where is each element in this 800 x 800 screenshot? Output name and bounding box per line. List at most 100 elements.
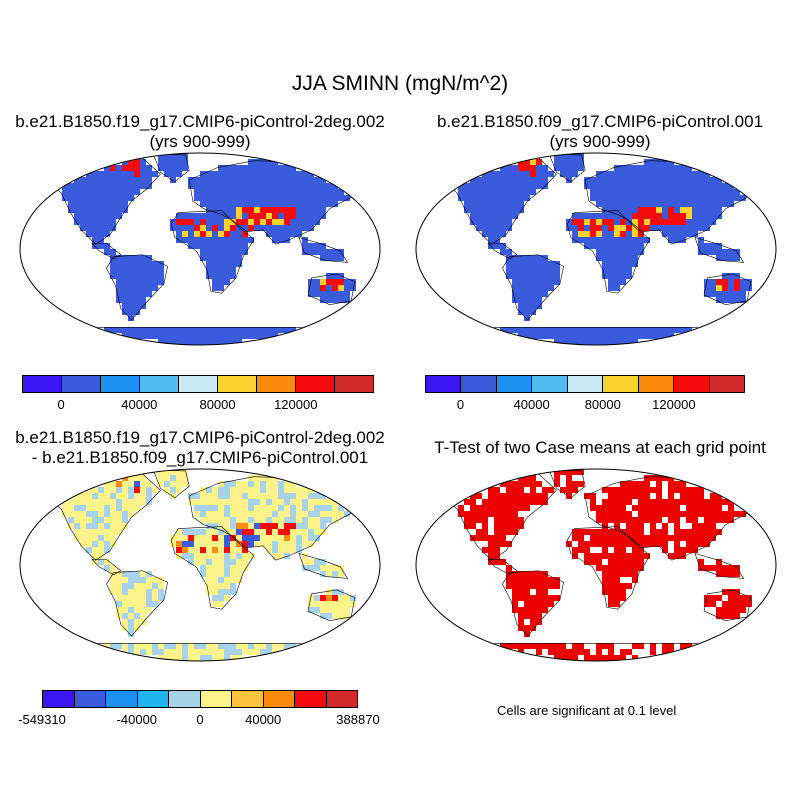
map-cell <box>122 201 128 207</box>
map-cell <box>92 183 98 189</box>
map-cell <box>734 279 740 285</box>
map-cell <box>596 649 602 655</box>
map-cell <box>734 595 740 601</box>
map-cell <box>104 529 110 535</box>
map-cell <box>518 523 524 529</box>
map-cell <box>500 243 506 249</box>
map-cell <box>608 511 614 517</box>
map-cell <box>182 237 188 243</box>
map-cell <box>578 481 584 487</box>
map-cell <box>470 213 476 219</box>
map-cell <box>218 219 224 225</box>
map-cell <box>614 177 620 183</box>
map-cell <box>146 649 152 655</box>
map-cell <box>230 255 236 261</box>
map-cell <box>284 523 290 529</box>
map-cell <box>302 183 308 189</box>
map-cell <box>620 487 626 493</box>
colorbar-swatch <box>263 691 295 707</box>
map-cell <box>128 499 134 505</box>
map-cell <box>620 571 626 577</box>
map-cell <box>116 285 122 291</box>
map-cell <box>632 529 638 535</box>
map-cell <box>728 511 734 517</box>
map-cell <box>614 523 620 529</box>
map-cell <box>104 201 110 207</box>
map-cell <box>242 249 248 255</box>
map-cell <box>638 213 644 219</box>
map-cell <box>230 261 236 267</box>
map-cell <box>626 571 632 577</box>
map-cell <box>314 499 320 505</box>
map-cell <box>200 559 206 565</box>
map-cell <box>476 511 482 517</box>
map-cell <box>518 577 524 583</box>
map-cell <box>680 535 686 541</box>
map-cell <box>722 613 728 619</box>
map-cell <box>662 189 668 195</box>
map-cell <box>536 333 542 339</box>
map-cell <box>272 189 278 195</box>
map-cell <box>314 201 320 207</box>
map-cell <box>182 547 188 553</box>
map-cell <box>704 213 710 219</box>
map-cell <box>698 171 704 177</box>
map-cell <box>326 595 332 601</box>
map-cell <box>122 183 128 189</box>
map-cell <box>578 213 584 219</box>
map-cell <box>134 177 140 183</box>
map-cell <box>242 523 248 529</box>
map-cell <box>170 219 176 225</box>
map-cell <box>236 243 242 249</box>
map-cell <box>656 213 662 219</box>
map-cell <box>332 249 338 255</box>
map-cell <box>320 279 326 285</box>
map-cell <box>614 547 620 553</box>
map-cell <box>206 261 212 267</box>
map-cell <box>632 565 638 571</box>
map-cell <box>710 291 716 297</box>
map-cell <box>296 171 302 177</box>
map-cell <box>704 195 710 201</box>
map-cell <box>458 189 464 195</box>
map-cell <box>92 517 98 523</box>
map-cell <box>530 303 536 309</box>
map-cell <box>302 177 308 183</box>
map-cell <box>68 523 74 529</box>
map-cell <box>266 177 272 183</box>
map-cell <box>326 511 332 517</box>
map-cell <box>248 535 254 541</box>
map-cell <box>350 279 356 285</box>
map-cell <box>668 165 674 171</box>
map-cell <box>602 535 608 541</box>
map-cell <box>716 177 722 183</box>
map-cell <box>272 201 278 207</box>
map-cell <box>524 267 530 273</box>
map-cell <box>122 583 128 589</box>
map-cell <box>626 339 632 345</box>
map-cell <box>608 171 614 177</box>
map-cell <box>320 189 326 195</box>
map-cell <box>278 327 284 333</box>
map-cell <box>698 505 704 511</box>
map-cell <box>116 213 122 219</box>
map-cell <box>98 535 104 541</box>
map-cell <box>74 499 80 505</box>
map-cell <box>278 237 284 243</box>
map-cell <box>728 297 734 303</box>
map-cell <box>464 511 470 517</box>
map-cell <box>110 577 116 583</box>
map-cell <box>686 547 692 553</box>
map-cell <box>182 333 188 339</box>
map-cell <box>296 511 302 517</box>
map-cell <box>230 339 236 345</box>
map-cell <box>158 655 164 661</box>
map-cell <box>512 195 518 201</box>
map-cell <box>734 291 740 297</box>
map-cell <box>206 213 212 219</box>
map-cell <box>128 273 134 279</box>
map-cell <box>170 153 176 159</box>
map-cell <box>656 499 662 505</box>
map-cell <box>302 499 308 505</box>
map-cell <box>590 231 596 237</box>
